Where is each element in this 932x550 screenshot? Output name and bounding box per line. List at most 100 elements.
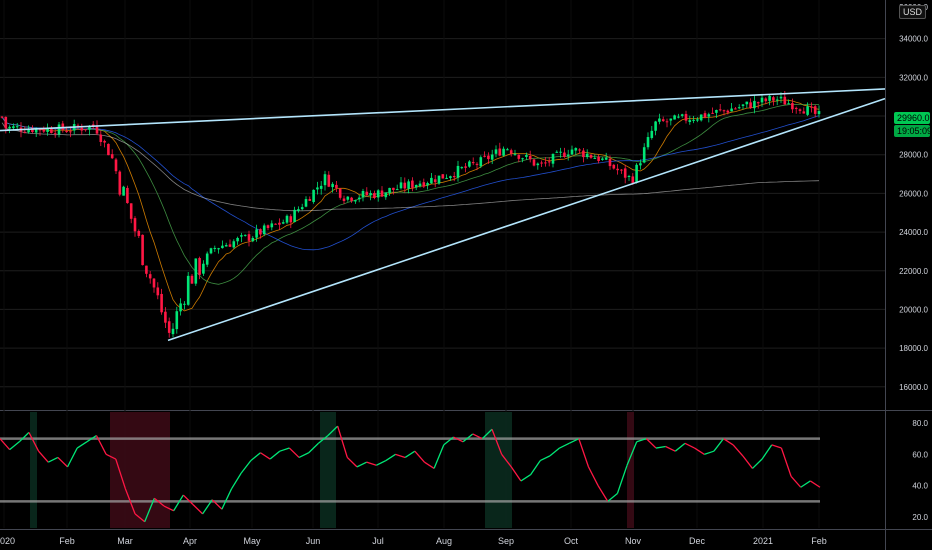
candle: [559, 151, 562, 153]
candle: [186, 275, 190, 305]
candle: [224, 245, 228, 247]
signal-zone: [30, 412, 37, 528]
candle: [194, 258, 198, 284]
candle: [297, 209, 300, 211]
oscillator-segment: [66, 447, 78, 468]
candle: [791, 103, 794, 110]
oscillator-segment: [230, 472, 242, 490]
oscillator-segment: [568, 438, 580, 444]
oscillator-segment: [626, 441, 638, 466]
oscillator-segment: [153, 497, 165, 507]
oscillator-segment: [375, 460, 387, 466]
oscillator-segment: [520, 474, 531, 482]
candle: [703, 113, 707, 118]
candle: [179, 303, 182, 312]
oscillator-segment: [559, 442, 570, 449]
candle: [490, 154, 494, 160]
candle: [422, 182, 426, 187]
candle: [27, 129, 30, 133]
candle: [475, 163, 479, 165]
candle: [555, 151, 559, 153]
candle: [369, 193, 372, 196]
candle: [658, 118, 661, 122]
oscillator-segment: [433, 444, 445, 469]
candle: [532, 159, 536, 166]
candle: [669, 118, 673, 121]
trendline-upper: [0, 88, 886, 132]
candle: [597, 156, 600, 162]
candle: [289, 216, 293, 223]
candle: [304, 199, 308, 207]
candle: [118, 171, 122, 195]
oscillator-segment: [182, 494, 194, 505]
oscillator-segment: [173, 494, 184, 512]
candle: [152, 278, 156, 288]
oscillator-segment: [269, 450, 281, 460]
candle: [12, 126, 15, 129]
candle: [221, 245, 224, 249]
oscillator-segment: [308, 442, 319, 454]
time-tick-label: Jun: [306, 536, 321, 546]
oscillator-segment: [317, 435, 329, 444]
candle: [471, 162, 475, 164]
candle: [612, 164, 616, 169]
candle: [601, 158, 604, 160]
candle: [711, 112, 714, 114]
candle: [540, 162, 543, 164]
signal-zone: [485, 412, 512, 528]
candle: [566, 154, 570, 156]
candle: [608, 158, 612, 167]
candle: [380, 190, 384, 197]
oscillator-segment: [578, 438, 590, 468]
oscillator-segment: [9, 441, 20, 451]
candle: [361, 190, 365, 198]
candle: [483, 155, 486, 157]
candle: [696, 119, 699, 121]
candle: [521, 158, 524, 160]
candle: [99, 134, 103, 142]
candle: [190, 275, 194, 284]
candle: [335, 184, 338, 188]
candle: [593, 157, 597, 159]
price-tick-label: 26000.0: [899, 189, 928, 198]
oscillator-segment: [501, 453, 512, 468]
candle: [8, 126, 11, 129]
oscillator-segment: [124, 488, 136, 515]
candle: [525, 154, 528, 157]
oscillator-segment: [636, 438, 647, 443]
oscillator-segment: [481, 428, 493, 440]
candle: [285, 215, 289, 223]
price-tick-label: 22000.0: [899, 267, 928, 276]
candle: [365, 191, 369, 196]
oscillator-segment: [115, 458, 127, 490]
candle: [240, 235, 243, 237]
oscillator-segment: [587, 466, 599, 486]
candle: [80, 127, 84, 131]
oscillator-segment: [694, 447, 705, 455]
candle: [114, 159, 118, 172]
candle: [107, 143, 110, 156]
osc-tick-label: 40.0: [912, 482, 928, 491]
oscillator-segment: [47, 456, 59, 463]
oscillator-segment: [674, 442, 686, 452]
candle: [376, 190, 380, 198]
oscillator-segment: [260, 452, 271, 460]
candle: [794, 107, 798, 109]
candle: [680, 114, 684, 116]
candle: [42, 129, 46, 132]
candle: [654, 121, 657, 131]
candle: [783, 96, 787, 105]
candle: [373, 193, 376, 198]
candle: [673, 115, 676, 120]
time-tick-label: Apr: [183, 536, 197, 546]
candle: [464, 166, 467, 168]
candle: [764, 98, 768, 102]
oscillator-segment: [443, 436, 454, 446]
price-tick-label: 18000.0: [899, 344, 928, 353]
candle: [460, 167, 464, 169]
candle: [635, 164, 638, 183]
candle: [160, 293, 163, 313]
currency-badge[interactable]: USD: [898, 5, 926, 19]
oscillator-segment: [453, 436, 464, 443]
